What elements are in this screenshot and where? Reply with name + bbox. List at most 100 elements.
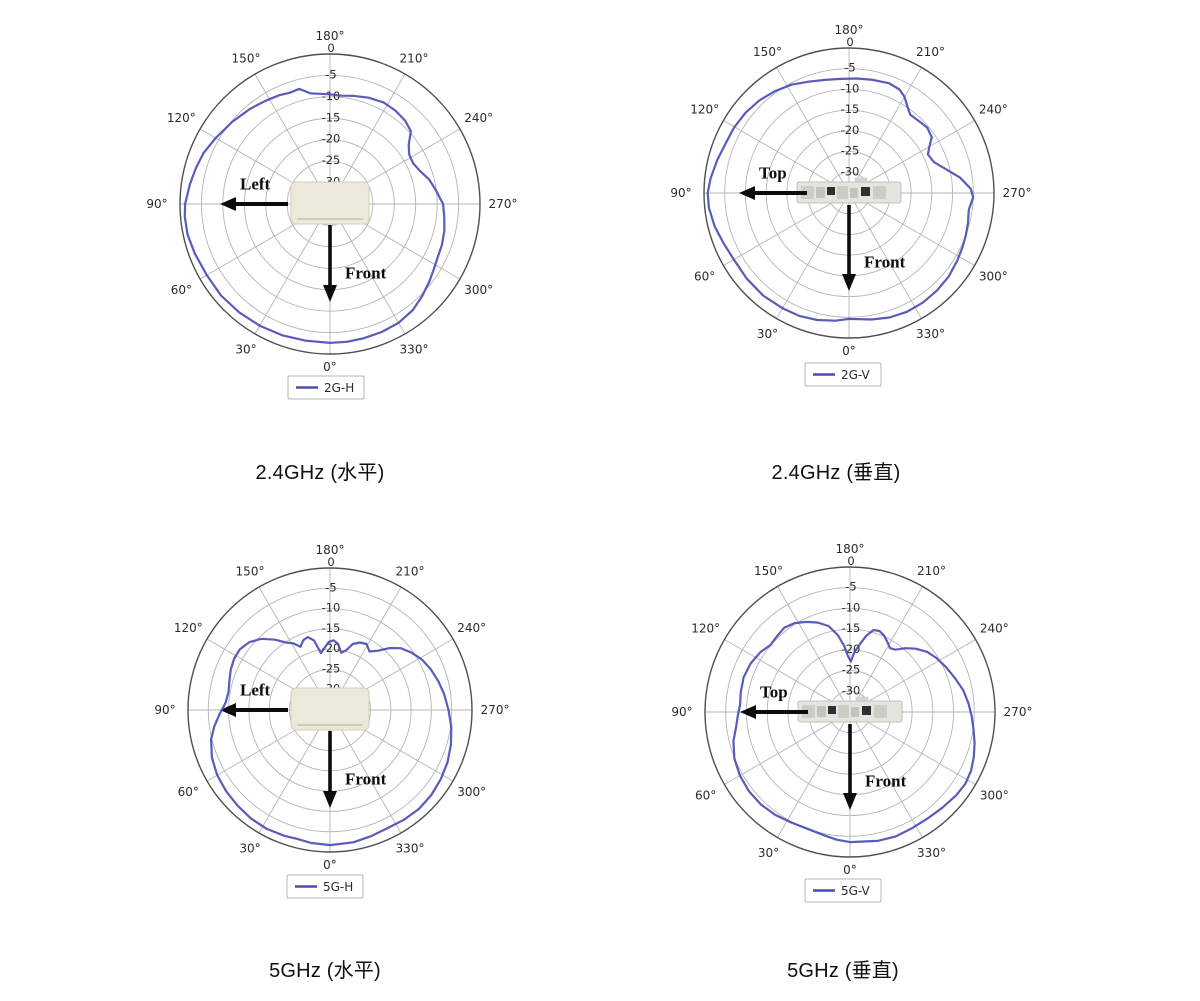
angle-tick-label: 90° [154,703,175,717]
legend-box [804,362,882,387]
side-direction-arrow: Top [739,164,807,200]
legend-label: 5G-H [323,880,353,894]
angle-tick-label: 0° [842,344,856,358]
legend-label: 2G-V [841,368,871,382]
legend: 2G-H [287,375,365,400]
angle-tick-label: 330° [916,327,945,341]
radial-tick-label: -30 [842,683,861,697]
down-arrowhead-icon [842,274,856,291]
trace-2g-v [706,77,975,322]
radial-tick-label: 0 [327,555,334,569]
angle-tick-label: 300° [457,785,486,799]
angle-tick-label: 0° [323,360,337,374]
angle-tick-label: 270° [1004,705,1033,719]
radial-tick-label: -10 [322,601,341,615]
radial-tick-label: -20 [841,123,860,137]
chart-caption-2g-v: 2.4GHz (垂直) [771,462,901,484]
legend-label: 5G-V [841,884,871,898]
down-arrowhead-icon [843,793,857,810]
angle-tick-label: 240° [464,111,493,125]
radial-tick-label: -5 [325,580,336,594]
trace-2g-h [183,87,446,344]
side-arrow-label: Left [240,681,271,700]
legend-label: 2G-H [324,381,354,395]
angle-tick-label: 150° [753,45,782,59]
side-arrow-label: Top [760,683,788,702]
side-direction-arrow: Left [220,175,288,211]
angle-tick-label: 150° [232,52,261,66]
radial-tick-label: -10 [841,81,860,95]
side-direction-arrow: Left [220,681,288,717]
chart-caption-5g-v: 5GHz (垂直) [787,960,899,982]
radial-tick-label: -15 [322,110,341,124]
side-arrow-label: Left [240,175,271,194]
angle-tick-label: 60° [694,269,715,283]
down-arrowhead-icon [323,285,337,302]
angle-tick-label: 330° [396,842,425,856]
radial-tick-label: -30 [841,164,860,178]
radial-tick-labels: 0-5-10-15-20-25-30 [322,41,341,189]
angle-tick-label: 30° [757,327,778,341]
side-direction-arrow: Top [740,683,808,719]
left-arrowhead-icon [220,703,236,717]
radial-tick-label: -25 [842,663,861,677]
polar-chart-2g-h: 0° 30° 60° 90° 120° 150° 180° 210° 240° 270° 300° 3… [146,29,517,400]
device-router-rear-view-illustration [796,177,902,204]
radial-tick-label: -25 [841,144,860,158]
angle-tick-label: 180° [836,542,865,556]
left-arrowhead-icon [739,186,755,200]
angle-tick-label: 120° [690,103,719,117]
radial-tick-label: -15 [842,621,861,635]
angle-tick-label: 0° [843,863,857,877]
radial-tick-label: 0 [327,41,334,55]
legend: 5G-V [804,878,882,903]
device-router-top-view-illustration [290,687,370,731]
angle-tick-label: 60° [695,788,716,802]
angle-tick-label: 330° [917,846,946,860]
radial-tick-label: -20 [322,132,341,146]
angle-tick-label: 180° [835,23,864,37]
chart-caption-5g-h: 5GHz (水平) [269,960,381,982]
radial-tick-label: -25 [322,661,341,675]
front-arrow-label: Front [345,770,387,789]
front-direction-arrow: Front [842,205,906,291]
down-arrowhead-icon [323,791,337,808]
angle-tick-label: 120° [691,622,720,636]
router-top-view-icon [290,181,370,225]
radial-tick-label: -5 [845,580,856,594]
legend: 2G-V [804,362,882,387]
outer-ring [703,47,995,339]
side-arrow-label: Top [759,164,787,183]
angle-tick-label: 240° [457,621,486,635]
angle-tick-label: 330° [400,342,429,356]
angle-tick-labels: 0° 30° 60° 90° 120° 150° 180° 210° 240° 270° 300° 3… [154,543,509,872]
angle-tick-label: 150° [236,564,265,578]
left-arrowhead-icon [740,705,756,719]
front-arrow-label: Front [864,253,906,272]
angle-tick-label: 120° [167,111,196,125]
legend-box [286,874,364,899]
angle-tick-label: 270° [481,703,510,717]
outer-ring [179,53,481,355]
device-router-top-view-illustration [290,181,370,225]
radial-tick-label: -15 [841,102,860,116]
angle-tick-label: 30° [758,846,779,860]
radial-tick-label: 0 [847,554,854,568]
front-direction-arrow: Front [843,724,907,810]
front-direction-arrow: Front [323,731,387,808]
angle-tick-label: 300° [980,788,1009,802]
polar-chart-5g-v: 0° 30° 60° 90° 120° 150° 180° 210° 240° 270° 300° 3… [671,542,1032,903]
angle-tick-label: 210° [400,52,429,66]
trace-5g-h [210,636,453,847]
front-arrow-label: Front [345,264,387,283]
angle-tick-label: 240° [979,103,1008,117]
radial-tick-label: 0 [846,35,853,49]
outer-ring [704,566,996,858]
trace-5g-v [732,620,976,844]
angle-tick-labels: 0° 30° 60° 90° 120° 150° 180° 210° 240° 270° 300° 3… [671,542,1032,877]
chart-caption-2g-h: 2.4GHz (水平) [255,462,385,484]
angle-tick-labels: 0° 30° 60° 90° 120° 150° 180° 210° 240° 270° 300° 3… [146,29,517,374]
angle-tick-label: 30° [239,842,260,856]
angle-tick-label: 210° [916,45,945,59]
